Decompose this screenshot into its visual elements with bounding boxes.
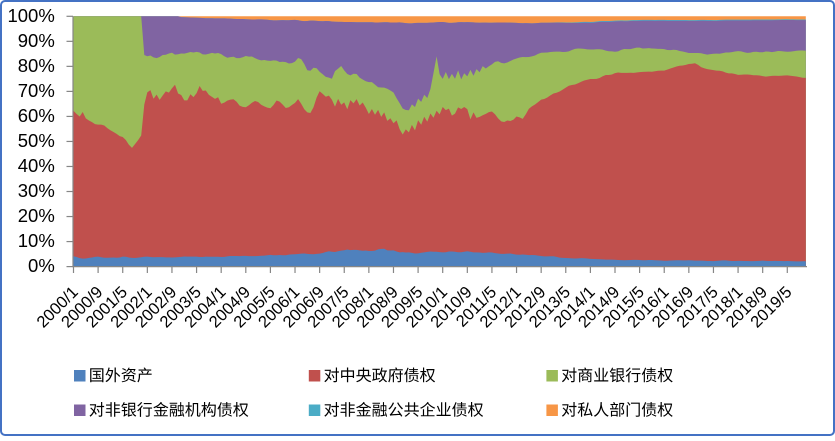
svg-text:30%: 30% (18, 180, 55, 201)
svg-text:90%: 90% (18, 30, 55, 51)
svg-text:20%: 20% (18, 205, 55, 226)
svg-text:0%: 0% (28, 255, 55, 276)
svg-text:60%: 60% (18, 105, 55, 126)
svg-text:10%: 10% (18, 230, 55, 251)
svg-text:40%: 40% (18, 155, 55, 176)
svg-text:50%: 50% (18, 130, 55, 151)
svg-text:70%: 70% (18, 80, 55, 101)
svg-text:100%: 100% (7, 5, 54, 26)
svg-text:80%: 80% (18, 55, 55, 76)
